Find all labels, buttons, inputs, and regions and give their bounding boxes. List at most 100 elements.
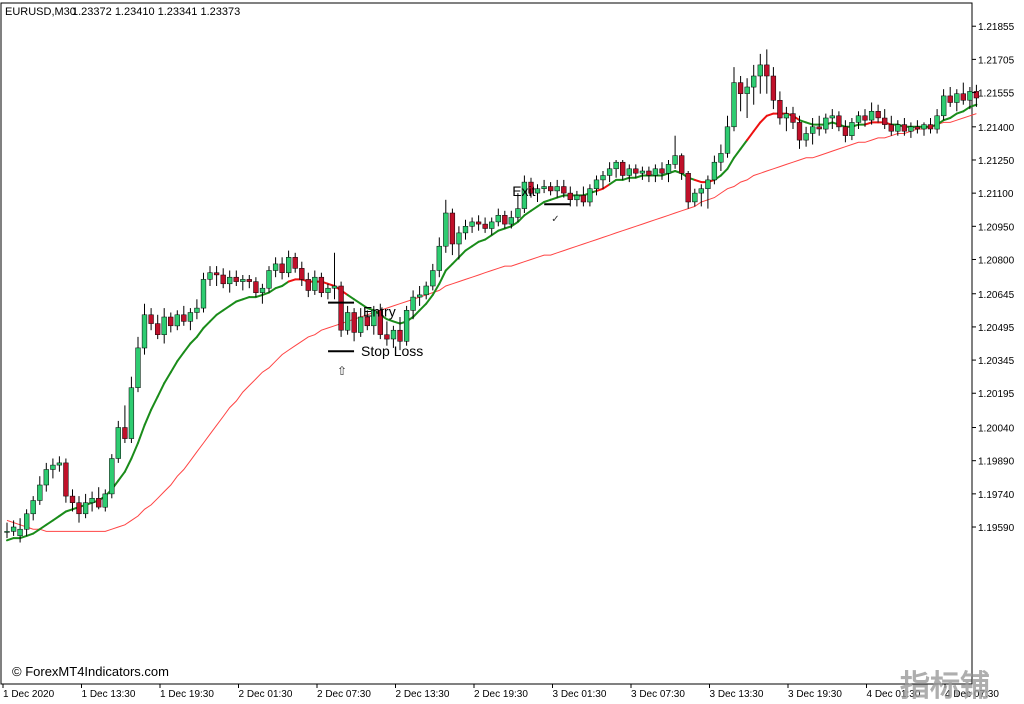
candle [403,305,410,346]
candle-body [731,82,737,128]
candle-body [960,93,966,101]
fast-ma-segment [143,408,153,427]
candle-body [737,82,744,94]
candle [652,164,659,183]
fast-ma-segment [353,298,362,305]
candle [941,89,947,121]
fast-ma-segment [556,194,565,199]
candle [685,171,691,209]
time-tick-label: 1 Dec 2020 [3,689,55,700]
candle-body [227,276,233,285]
candle-body [810,126,816,134]
candle-body [528,181,534,194]
candle-body [600,175,606,181]
candle-body [417,294,423,298]
candle-body [351,312,357,333]
candle [456,226,462,260]
candle [246,275,252,289]
candle [272,257,279,278]
candle-body [770,75,777,101]
fast-ma-segment [536,201,546,208]
candle-body [174,314,180,327]
candle-body [587,188,593,203]
time-tick-label: 3 Dec 19:30 [788,689,842,700]
fast-ma-segment [955,110,965,115]
candle [731,67,737,132]
candle-body [718,153,724,163]
candle-body [626,168,632,176]
candle [56,456,63,472]
candle-body [128,387,135,439]
fast-ma-segment [412,309,421,318]
candle-body [141,314,148,349]
stop-loss-label: Stop Loss [361,343,423,359]
candle-body [312,276,318,291]
fast-ma-segment [746,130,755,142]
candle [849,118,855,141]
fast-ma-segment [549,196,559,201]
candle [757,53,763,94]
chart-header-ohlc: 1.23372 1.23410 1.23341 1.23373 [72,6,240,18]
candle-body [790,113,796,123]
chart-header-symbol: EURUSD,M30 [5,6,76,18]
candle-body [646,170,652,176]
candle [390,325,397,348]
candle-body [364,316,370,327]
candle [96,487,102,510]
fast-ma-segment [38,523,48,531]
entry-label: Entry [363,304,396,320]
fast-ma-segment [733,147,742,159]
candle-body [220,274,226,285]
candle-body [384,334,390,340]
candle-body [325,287,331,293]
candle-body [698,188,704,194]
candle-body [692,192,698,203]
slow-ma-line [6,113,977,532]
candle [279,257,285,280]
candle-body [24,513,30,530]
candle-body [967,91,973,101]
candle [816,115,822,136]
candle [842,120,849,143]
fast-ma-segment [457,249,467,259]
candle-body [469,221,475,227]
candle [89,491,95,512]
fast-ma-segment [805,121,814,126]
candle [24,509,30,536]
candle [482,217,488,233]
candle-body [508,217,514,225]
price-tick-label: 1.20195 [978,389,1015,400]
candle-body [82,502,89,515]
candle-body [849,122,855,136]
watermark-logo: 指标铺 [900,669,990,704]
candle-body [836,115,842,128]
fast-ma-segment [137,424,146,444]
fast-ma-segment [431,282,441,296]
candle [777,91,783,125]
candle-body [233,276,239,282]
fast-ma-segment [962,105,971,113]
fast-ma-segment [798,119,808,124]
candle [305,272,311,298]
fast-ma-segment [202,320,211,329]
fast-ma-segment [719,167,729,177]
fast-ma-segment [634,174,644,179]
candle [679,153,685,180]
candle-body [947,95,953,103]
candle [534,184,541,202]
candle-body [534,188,541,194]
candle [770,67,777,110]
candle-body [580,195,587,203]
candle-body [50,464,56,470]
candle-body [744,86,750,94]
fast-ma-segment [942,117,952,122]
candle-body [593,179,600,189]
candle-body [102,493,108,508]
fast-ma-segment [739,139,749,150]
candle-body [253,281,259,293]
candle [744,78,750,118]
candle-body [430,270,436,287]
candle-body [954,93,960,103]
candle-body [862,115,868,121]
